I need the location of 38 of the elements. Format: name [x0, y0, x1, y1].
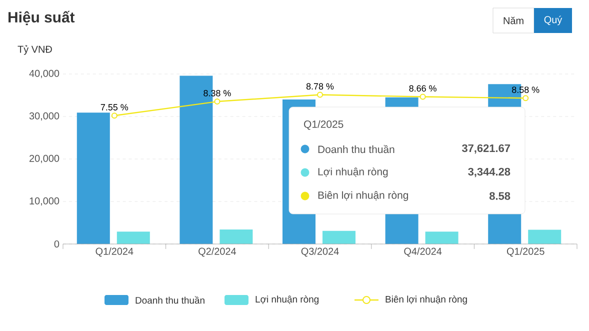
y-tick-label: 40,000 [29, 70, 60, 78]
point [522, 95, 529, 102]
data-label: 7.55 % [100, 104, 128, 110]
bar [425, 232, 458, 244]
legend-label: Lợi nhuận ròng [256, 296, 318, 304]
x-tick-label: Q2/2024 [198, 248, 236, 257]
text: Quý [544, 16, 562, 26]
legend-label: Doanh thu thuần [136, 296, 204, 304]
x-tick-label: Q1/2025 [506, 248, 544, 257]
legend-label: Biên lợi nhuận ròng [386, 296, 467, 304]
bar [528, 230, 562, 244]
annotation: 37,621.67 [462, 144, 510, 154]
annotation: 3,344.28 [468, 168, 510, 178]
text: Năm [504, 16, 524, 24]
annotation: Doanh thu thuần [318, 144, 394, 154]
x-tick-label: Q1/2024 [96, 248, 134, 257]
point [420, 94, 426, 100]
point [317, 92, 324, 98]
bar [220, 230, 253, 244]
y-tick-label: 10,000 [30, 197, 60, 206]
bar [76, 112, 110, 244]
point [214, 98, 220, 105]
data-label: 8.66 % [409, 85, 436, 92]
annotation: Q1/2025 [304, 120, 344, 130]
point [111, 112, 118, 119]
y-axis-title: Tỷ VNĐ [18, 45, 52, 55]
y-tick-label: 0 [54, 240, 60, 248]
annotation: Biên lợi nhuận ròng [318, 191, 408, 201]
bar [322, 230, 356, 244]
chart-title: Hiệu suất [8, 10, 75, 26]
annotation: 8.58 [490, 192, 510, 200]
x-tick-label: Q3/2024 [301, 248, 339, 257]
x-tick-label: Q4/2024 [404, 248, 442, 257]
y-tick-label: 20,000 [30, 154, 60, 164]
annotation: Lợi nhuận ròng [318, 168, 388, 178]
bar [116, 232, 150, 244]
data-label: 8.78 % [306, 83, 334, 90]
y-tick-label: 30,000 [29, 112, 60, 121]
